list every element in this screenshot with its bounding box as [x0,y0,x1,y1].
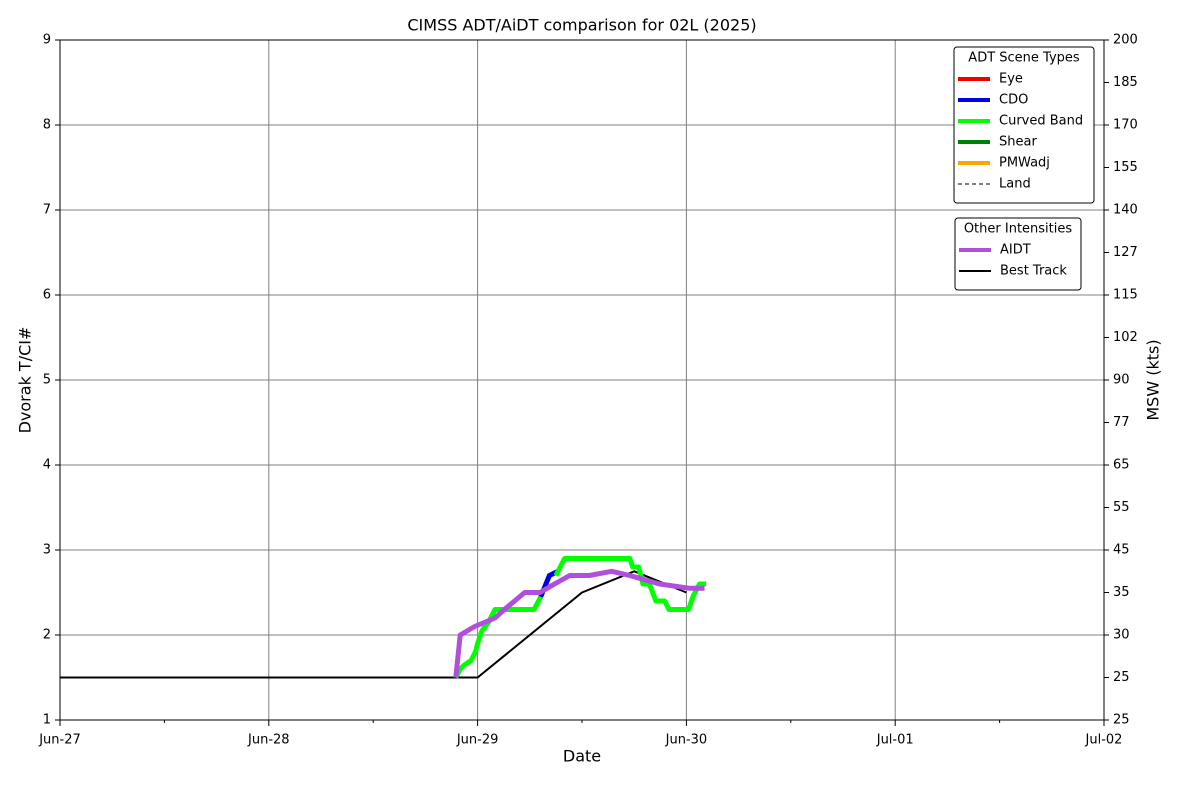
y-tick-label: 7 [43,203,51,218]
y2-tick-label: 45 [1113,543,1130,558]
legend-label: Curved Band [999,114,1083,129]
x-tick-label: Jul-01 [876,733,914,748]
legend-label: Best Track [1000,264,1067,279]
series-line [60,570,687,679]
y-tick-label: 5 [43,373,51,388]
series-line [453,568,705,678]
x-tick-label: Jun-27 [38,733,81,748]
legend-label: PMWadj [999,156,1050,171]
x-tick-label: Jun-29 [456,733,499,748]
y-tick-label: 4 [43,458,51,473]
legend-label: Eye [999,72,1023,87]
y2-tick-label: 155 [1113,160,1138,175]
y-tick-label: 8 [43,118,51,133]
y2-tick-label: 25 [1113,713,1130,728]
y2-tick-label: 170 [1113,118,1138,133]
y2-tick-label: 200 [1113,33,1138,48]
legend-label: Shear [999,135,1037,150]
legend-title: ADT Scene Types [968,51,1080,66]
x-tick-label: Jul-02 [1085,733,1123,748]
y-tick-label: 1 [43,713,51,728]
y2-tick-label: 25 [1113,670,1130,685]
y2-tick-label: 127 [1113,245,1138,260]
x-tick-label: Jun-30 [665,733,708,748]
y2-tick-label: 90 [1113,373,1130,388]
chart-title: CIMSS ADT/AiDT comparison for 02L (2025) [407,16,756,35]
legend-title: Other Intensities [964,222,1073,237]
y2-tick-label: 55 [1113,500,1130,515]
y2-tick-label: 185 [1113,75,1138,90]
y-axis-label: Dvorak T/CI# [16,327,35,434]
y2-tick-label: 77 [1113,415,1130,430]
y2-tick-label: 35 [1113,585,1130,600]
y2-tick-label: 30 [1113,628,1130,643]
x-tick-label: Jun-28 [247,733,290,748]
x-axis-label: Date [563,747,601,766]
y-tick-label: 9 [43,33,51,48]
y2-axis-label: MSW (kts) [1144,339,1163,420]
legend-label: Land [999,177,1031,192]
y-tick-label: 3 [43,543,51,558]
y2-tick-label: 140 [1113,203,1138,218]
plot-frame [59,39,1105,721]
y-tick-label: 2 [43,628,51,643]
legend-label: AIDT [1000,243,1031,258]
y2-tick-label: 65 [1113,458,1130,473]
y-tick-label: 6 [43,288,51,303]
y2-tick-label: 102 [1113,330,1138,345]
y2-tick-label: 115 [1113,288,1138,303]
legend-label: CDO [999,93,1028,108]
